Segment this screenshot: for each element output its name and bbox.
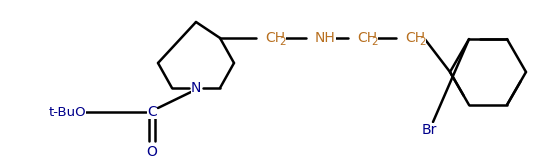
Text: CH: CH: [357, 31, 377, 45]
Text: 2: 2: [279, 37, 285, 47]
Text: C: C: [147, 105, 157, 119]
Text: N: N: [191, 81, 201, 95]
Text: CH: CH: [405, 31, 425, 45]
Text: NH: NH: [315, 31, 336, 45]
Text: CH: CH: [265, 31, 285, 45]
Text: O: O: [147, 145, 158, 159]
Text: Br: Br: [422, 123, 437, 137]
Text: t-BuO: t-BuO: [48, 105, 86, 118]
Text: 2: 2: [371, 37, 377, 47]
Text: 2: 2: [419, 37, 425, 47]
